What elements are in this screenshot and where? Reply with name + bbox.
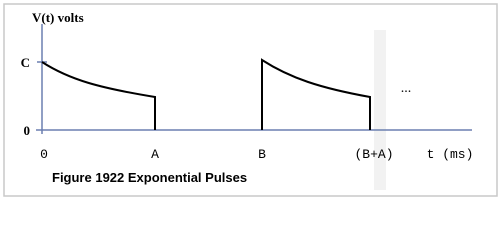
x-axis-label: t (ms) [427,147,474,162]
frame [3,3,498,197]
x-tick-label: B [258,147,266,162]
x-tick-label: (B+A) [354,147,393,162]
x-tick-label: 0 [40,147,48,162]
continuation: ... [401,81,412,96]
x-tick-label: A [151,147,159,162]
y-tick-label: 0 [24,123,31,138]
scan-artifact [374,30,386,190]
y-axis-label: V(t) volts [32,10,84,25]
caption: Figure 1922 Exponential Pulses [52,170,247,185]
page: V(t) volts C 0 0 A B (B+A) t (ms) ... Fi… [3,3,498,197]
pulse-1 [41,61,156,130]
y-tick-label: C [21,55,30,70]
pulse-2 [261,58,371,130]
figure: V(t) volts C 0 0 A B (B+A) t (ms) ... Fi… [3,3,498,197]
